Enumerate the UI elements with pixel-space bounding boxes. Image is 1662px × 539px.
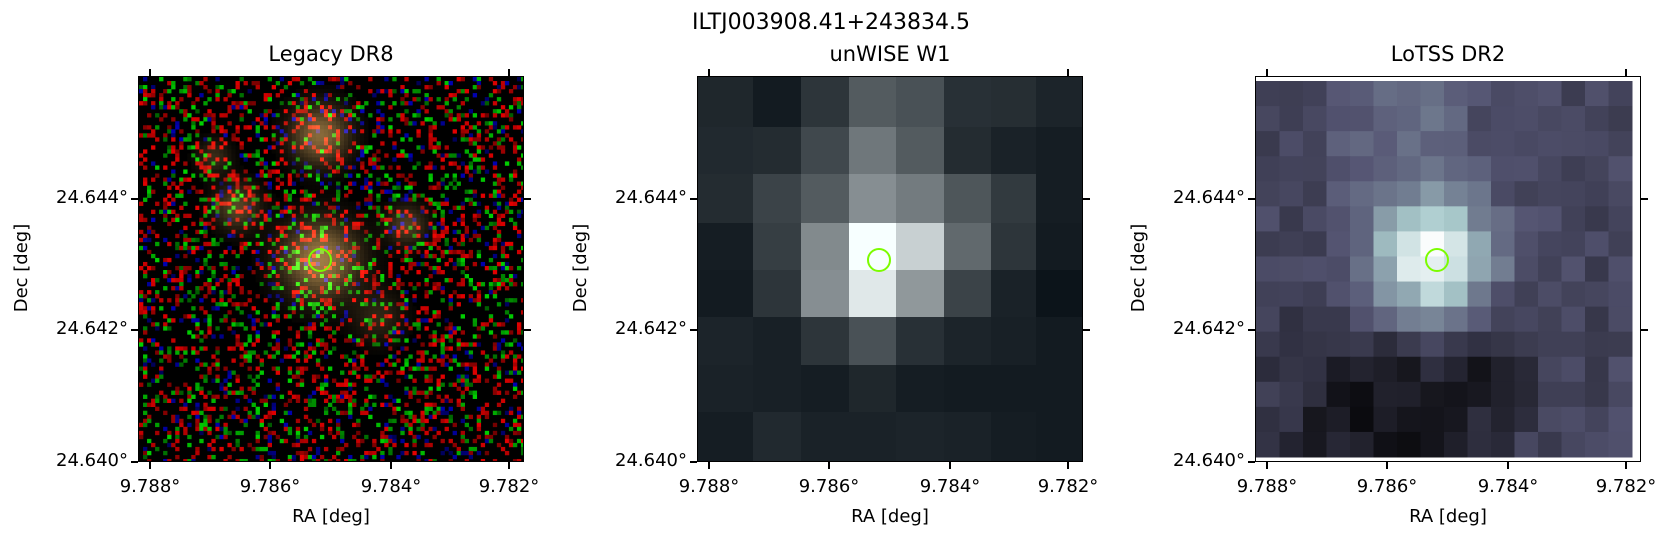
- x-tick: [1067, 69, 1069, 76]
- x-tick-label: 9.784°: [1477, 476, 1539, 497]
- y-tick-label: 24.644°: [56, 187, 128, 208]
- y-tick: [524, 198, 531, 200]
- x-tick-label: 9.788°: [678, 476, 740, 497]
- pixel-grid: [1256, 81, 1633, 458]
- x-tick: [828, 462, 830, 469]
- x-tick-label: 9.782°: [1037, 476, 1099, 497]
- y-tick: [1083, 329, 1090, 331]
- panel-title: LoTSS DR2: [1390, 42, 1506, 66]
- x-tick: [1625, 462, 1627, 469]
- y-tick: [690, 329, 697, 331]
- x-tick-label: 9.782°: [1595, 476, 1657, 497]
- figure-suptitle: ILTJ003908.41+243834.5: [691, 10, 971, 35]
- x-tick-label: 9.786°: [1356, 476, 1418, 497]
- x-tick: [508, 462, 510, 469]
- y-tick-label: 24.644°: [615, 187, 687, 208]
- y-tick-label: 24.640°: [1173, 450, 1245, 471]
- source-position-marker: [308, 248, 332, 272]
- x-axis-label: RA [deg]: [851, 506, 929, 527]
- y-axis-label: Dec [deg]: [570, 223, 591, 313]
- x-tick-label: 9.786°: [798, 476, 860, 497]
- x-axis-label: RA [deg]: [1409, 506, 1487, 527]
- lotss-dr2-cutout-image: [1255, 76, 1641, 462]
- x-tick: [1386, 462, 1388, 469]
- x-tick-label: 9.786°: [239, 476, 301, 497]
- panel-title: unWISE W1: [829, 42, 951, 66]
- panel-legacy-dr8: Legacy DR8 Dec [deg] 24.644° 24.642° 24.…: [0, 0, 540, 539]
- x-tick: [1507, 462, 1509, 469]
- x-axis-label: RA [deg]: [292, 506, 370, 527]
- x-tick-label: 9.782°: [478, 476, 540, 497]
- y-tick-label: 24.640°: [56, 450, 128, 471]
- y-tick: [1641, 198, 1648, 200]
- y-tick-label: 24.642°: [615, 318, 687, 339]
- x-tick-label: 9.784°: [360, 476, 422, 497]
- x-tick: [1266, 69, 1268, 76]
- y-tick-label: 24.642°: [1173, 318, 1245, 339]
- x-tick: [508, 69, 510, 76]
- y-tick: [131, 198, 138, 200]
- y-tick: [1083, 198, 1090, 200]
- y-tick: [1248, 461, 1255, 463]
- y-tick: [131, 329, 138, 331]
- y-axis-label: Dec [deg]: [1128, 223, 1149, 313]
- x-tick-label: 9.788°: [119, 476, 181, 497]
- x-tick: [1625, 69, 1627, 76]
- panel-title: Legacy DR8: [268, 42, 394, 66]
- x-tick-label: 9.788°: [1236, 476, 1298, 497]
- x-tick: [708, 69, 710, 76]
- pixel-grid: [139, 77, 523, 461]
- y-tick: [1641, 329, 1648, 331]
- y-tick-label: 24.640°: [615, 450, 687, 471]
- y-tick: [1248, 329, 1255, 331]
- panel-unwise-w1: unWISE W1 Dec [deg] 24.644° 24.642° 24.6…: [559, 0, 1099, 539]
- x-tick: [269, 462, 271, 469]
- x-tick: [949, 462, 951, 469]
- x-tick: [390, 462, 392, 469]
- x-tick: [149, 462, 151, 469]
- y-tick: [690, 461, 697, 463]
- y-tick: [524, 329, 531, 331]
- y-tick: [690, 198, 697, 200]
- source-position-marker: [867, 248, 891, 272]
- x-tick: [149, 69, 151, 76]
- y-axis-label: Dec [deg]: [11, 223, 32, 313]
- y-tick-label: 24.644°: [1173, 187, 1245, 208]
- panel-lotss-dr2: LoTSS DR2 Dec [deg] 24.644° 24.642° 24.6…: [1117, 0, 1657, 539]
- x-tick: [1067, 462, 1069, 469]
- y-tick-label: 24.642°: [56, 318, 128, 339]
- y-tick: [1248, 198, 1255, 200]
- pixel-grid: [698, 77, 1082, 461]
- source-position-marker: [1425, 248, 1449, 272]
- x-tick: [1266, 462, 1268, 469]
- x-tick: [708, 462, 710, 469]
- unwise-w1-cutout-image: [697, 76, 1083, 462]
- legacy-dr8-cutout-image: [138, 76, 524, 462]
- y-tick: [131, 461, 138, 463]
- x-tick-label: 9.784°: [919, 476, 981, 497]
